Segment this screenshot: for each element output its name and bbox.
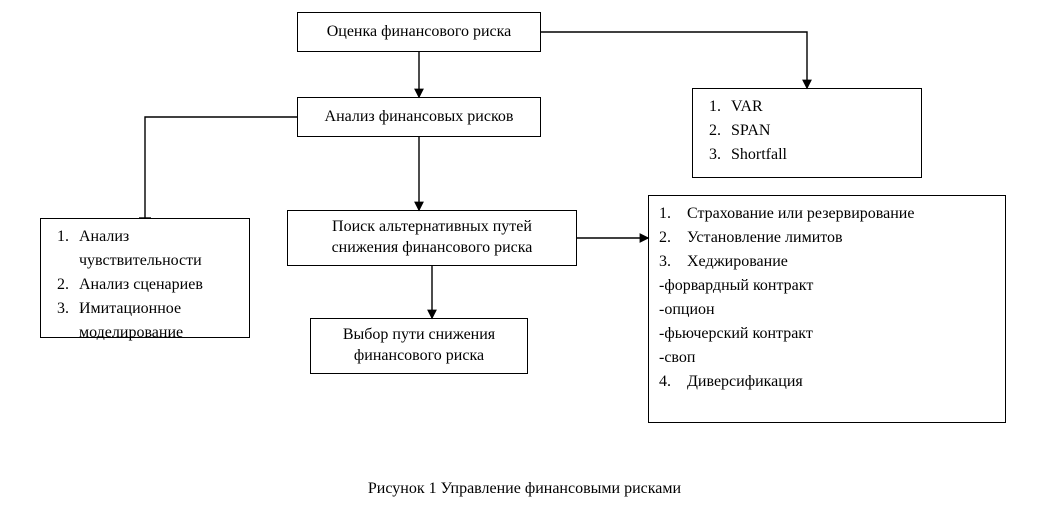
list-item: Shortfall bbox=[725, 143, 787, 167]
list-item: Имитационное моделирование bbox=[73, 297, 239, 345]
list-item: Анализ сценариев bbox=[73, 273, 239, 297]
node-assessment: Оценка финансового риска bbox=[297, 12, 541, 52]
node-methods-list: VAR SPAN Shortfall bbox=[692, 88, 922, 178]
node-label: Выбор пути снижения финансового риска bbox=[321, 325, 517, 367]
paths-sub-4: -своп bbox=[659, 346, 995, 370]
node-label: Поиск альтернативных путей снижения фина… bbox=[298, 217, 566, 259]
diagram-canvas: Оценка финансового риска Анализ финансов… bbox=[0, 0, 1049, 525]
node-label: Анализ финансовых рисков bbox=[325, 107, 514, 128]
caption-text: Рисунок 1 Управление финансовыми рисками bbox=[368, 480, 681, 497]
node-label: Оценка финансового риска bbox=[327, 22, 512, 43]
node-select-path: Выбор пути снижения финансового риска bbox=[310, 318, 528, 374]
node-analysis: Анализ финансовых рисков bbox=[297, 97, 541, 137]
paths-line-3: 3. Хеджирование bbox=[659, 250, 995, 274]
list-item: VAR bbox=[725, 95, 787, 119]
node-analysis-list: Анализ чувствительности Анализ сценариев… bbox=[40, 218, 250, 338]
figure-caption: Рисунок 1 Управление финансовыми рисками bbox=[0, 480, 1049, 498]
analysis-ol: Анализ чувствительности Анализ сценариев… bbox=[51, 225, 239, 345]
paths-line-1: 1. Страхование или резервирование bbox=[659, 202, 995, 226]
list-item: Анализ чувствительности bbox=[73, 225, 239, 273]
paths-line-4: 4. Диверсификация bbox=[659, 370, 995, 394]
paths-sub-3: -фьючерский контракт bbox=[659, 322, 995, 346]
node-search-alternatives: Поиск альтернативных путей снижения фина… bbox=[287, 210, 577, 266]
paths-sub-1: -форвардный контракт bbox=[659, 274, 995, 298]
paths-sub-2: -опцион bbox=[659, 298, 995, 322]
list-item: SPAN bbox=[725, 119, 787, 143]
paths-content: 1. Страхование или резервирование 2. Уст… bbox=[659, 202, 995, 394]
paths-line-2: 2. Установление лимитов bbox=[659, 226, 995, 250]
methods-ol: VAR SPAN Shortfall bbox=[703, 95, 787, 167]
node-paths-list: 1. Страхование или резервирование 2. Уст… bbox=[648, 195, 1006, 423]
